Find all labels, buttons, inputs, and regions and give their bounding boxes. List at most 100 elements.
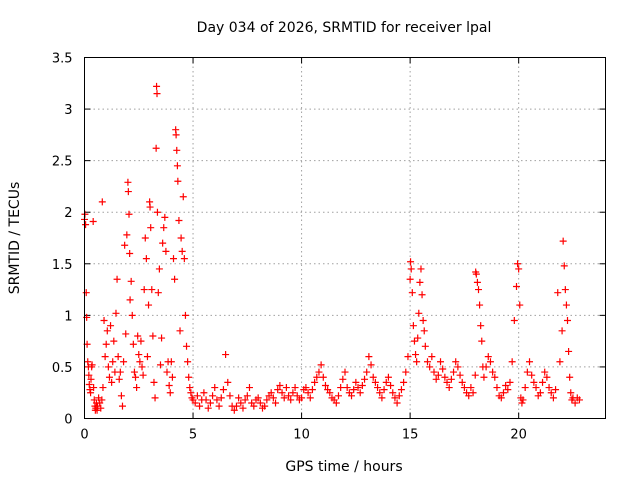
data-point [148, 286, 156, 294]
y-axis-label: SRMTID / TECUs [7, 182, 23, 295]
data-point [308, 386, 316, 394]
data-point [137, 337, 145, 345]
x-tick-label: 5 [189, 428, 197, 443]
data-point [387, 381, 395, 389]
data-point [256, 399, 264, 407]
data-point [172, 131, 180, 139]
data-point [196, 402, 204, 410]
data-point [365, 353, 373, 361]
data-point [339, 375, 347, 383]
data-point [450, 368, 458, 376]
data-point [407, 265, 415, 273]
y-tick-label: 3 [64, 103, 72, 118]
data-point [476, 301, 484, 309]
data-point [241, 396, 249, 404]
data-point [371, 378, 379, 386]
data-point [103, 327, 111, 335]
data-point [88, 361, 96, 369]
data-point [136, 358, 144, 366]
data-point [97, 404, 105, 412]
data-point [417, 265, 425, 273]
data-point [113, 275, 121, 283]
data-point [506, 378, 514, 386]
data-point [178, 247, 186, 255]
data-point [101, 353, 109, 361]
data-point [181, 311, 189, 319]
data-point [102, 340, 110, 348]
data-point [415, 309, 423, 317]
data-point [149, 332, 157, 340]
data-point [412, 351, 420, 359]
data-point [173, 146, 181, 154]
data-point [109, 358, 117, 366]
data-point [226, 392, 234, 400]
data-point [200, 389, 208, 397]
data-point [187, 389, 195, 397]
data-point [108, 378, 116, 386]
data-point [104, 363, 112, 371]
data-point [142, 255, 150, 263]
data-point [128, 311, 136, 319]
data-point [110, 337, 118, 345]
data-point [191, 399, 199, 407]
data-point [173, 162, 181, 170]
data-point [443, 378, 451, 386]
data-point [467, 384, 475, 392]
data-point [311, 378, 319, 386]
data-point [384, 373, 392, 381]
data-point [541, 368, 549, 376]
x-axis-ticks: 0 5 10 15 20 [80, 57, 527, 443]
data-point [552, 386, 560, 394]
data-point [162, 247, 170, 255]
data-point [193, 392, 201, 400]
data-point [407, 258, 415, 266]
data-point [160, 224, 168, 232]
data-point [414, 334, 422, 342]
data-point [82, 289, 90, 297]
data-point [158, 334, 166, 342]
data-point [497, 394, 505, 402]
data-point [482, 363, 490, 371]
data-point [556, 358, 564, 366]
data-point [315, 368, 323, 376]
data-point [120, 358, 128, 366]
data-point [475, 286, 483, 294]
data-point [298, 394, 306, 402]
data-point [539, 378, 547, 386]
data-point [502, 381, 510, 389]
data-point [140, 286, 148, 294]
data-point [278, 389, 286, 397]
data-point [85, 380, 93, 388]
data-point [508, 358, 516, 366]
data-point [174, 177, 182, 185]
data-point [213, 396, 221, 404]
data-point [272, 399, 280, 407]
data-point [439, 365, 447, 373]
data-point [156, 361, 164, 369]
data-point [153, 208, 161, 216]
data-point [528, 371, 536, 379]
data-point [472, 270, 480, 278]
data-point [232, 402, 240, 410]
data-point [280, 394, 288, 402]
data-point [369, 373, 377, 381]
data-point [423, 358, 431, 366]
data-point [409, 322, 417, 330]
data-point [480, 373, 488, 381]
data-point [127, 277, 135, 285]
data-point [276, 381, 284, 389]
data-point [153, 82, 161, 90]
data-point [321, 381, 329, 389]
data-point [183, 342, 191, 350]
x-tick-label: 10 [293, 428, 310, 443]
data-point [562, 301, 570, 309]
data-point [554, 289, 562, 297]
data-point [269, 394, 277, 402]
data-point [491, 373, 499, 381]
data-point [452, 358, 460, 366]
data-point [105, 373, 113, 381]
data-point [152, 144, 160, 152]
data-point [499, 389, 507, 397]
data-point [217, 394, 225, 402]
